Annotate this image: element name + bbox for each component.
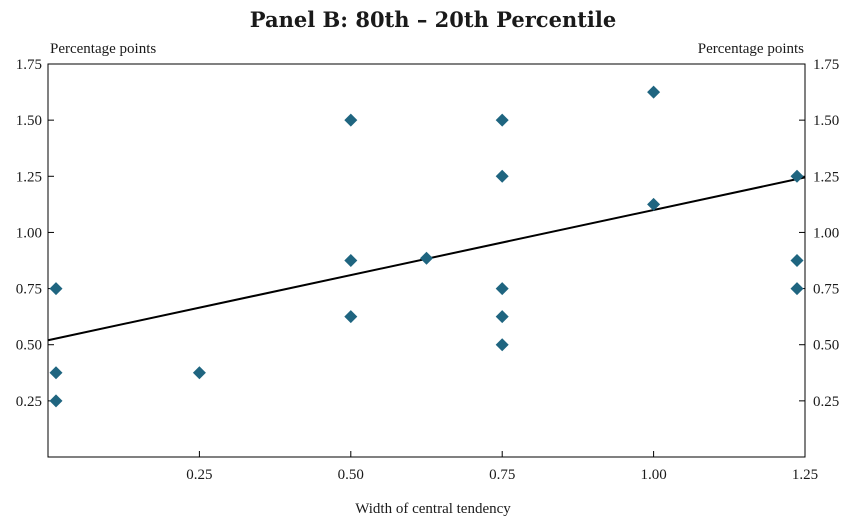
data-point [790,169,804,183]
data-point [49,394,63,408]
data-point [647,85,661,99]
plot-frame [47,63,806,458]
x-tick-label: 1.25 [792,467,818,483]
y-tick-label-right: 0.50 [813,338,839,354]
data-point [344,254,358,267]
y-tick-label-left: 1.00 [16,225,42,241]
y-tick-label-left: 0.25 [16,394,42,410]
y-tick-label-left: 1.25 [16,169,42,185]
y-tick-label-right: 0.25 [813,394,839,410]
data-point [49,282,63,296]
data-point [344,113,358,127]
data-point [495,113,509,127]
data-point [49,366,63,380]
y-tick-label-right: 0.75 [813,282,839,298]
x-tick-label: 0.50 [338,467,364,483]
y-tick-label-left: 0.50 [16,338,42,354]
chart-title: Panel B: 80th – 20th Percentile [250,7,616,32]
y-tick-label-right: 1.50 [813,113,839,129]
data-point [420,251,433,265]
data-point [495,310,509,324]
data-point [495,338,509,352]
y-tick-label-left: 1.50 [16,113,42,129]
x-tick-label: 1.00 [640,467,666,483]
y-tick-label-right: 1.00 [813,225,839,241]
y-tick-label-left: 0.75 [16,282,42,298]
data-point [495,282,509,296]
y-tick-label-right: 1.25 [813,169,839,185]
y-axis-unit-right: Percentage points [698,41,804,57]
data-point [790,282,804,296]
axis-ticks: 0.25 0.50 0.75 1.00 1.25 0.25 0.25 0.50 0.50 0.75… [16,57,840,483]
y-tick-label-left: 1.75 [16,57,42,73]
x-tick-label: 0.75 [489,467,515,483]
data-point [192,366,206,380]
data-point [344,310,358,324]
data-point [495,169,509,183]
data-points [49,85,804,408]
data-point [647,197,661,211]
x-axis-label: Width of central tendency [355,501,511,517]
x-tick-label: 0.25 [186,467,212,483]
y-axis-unit-left: Percentage points [50,41,156,57]
data-point [790,254,804,267]
y-tick-label-right: 1.75 [813,57,839,73]
